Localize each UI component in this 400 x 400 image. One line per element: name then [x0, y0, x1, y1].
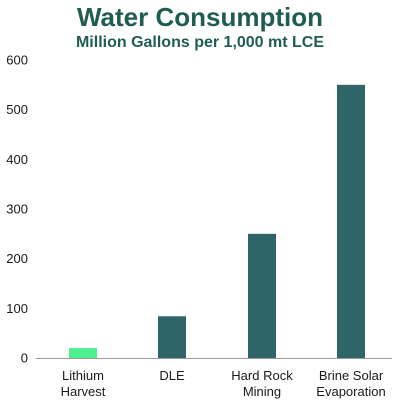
chart-subtitle: Million Gallons per 1,000 mt LCE [75, 34, 325, 51]
x-tick-label: Brine Solar [319, 368, 384, 383]
y-tick-label: 100 [6, 301, 28, 316]
x-tick-label: Lithium [62, 368, 104, 383]
y-tick-label: 500 [6, 102, 28, 117]
bar [248, 233, 276, 358]
y-tick-label: 200 [6, 251, 28, 266]
chart-title: Water Consumption [76, 2, 324, 32]
y-tick-label: 600 [6, 53, 28, 68]
x-tick-label: Evaporation [316, 384, 385, 399]
y-tick-label: 400 [6, 152, 28, 167]
bar [337, 84, 365, 358]
x-tick-label: Harvest [61, 384, 106, 399]
x-tick-label: DLE [159, 368, 185, 383]
y-tick-label: 0 [21, 351, 28, 366]
bar [158, 316, 186, 358]
x-tick-label: Mining [243, 384, 281, 399]
y-tick-label: 300 [6, 202, 28, 217]
x-tick-label: Hard Rock [231, 368, 293, 383]
bar [69, 348, 97, 358]
